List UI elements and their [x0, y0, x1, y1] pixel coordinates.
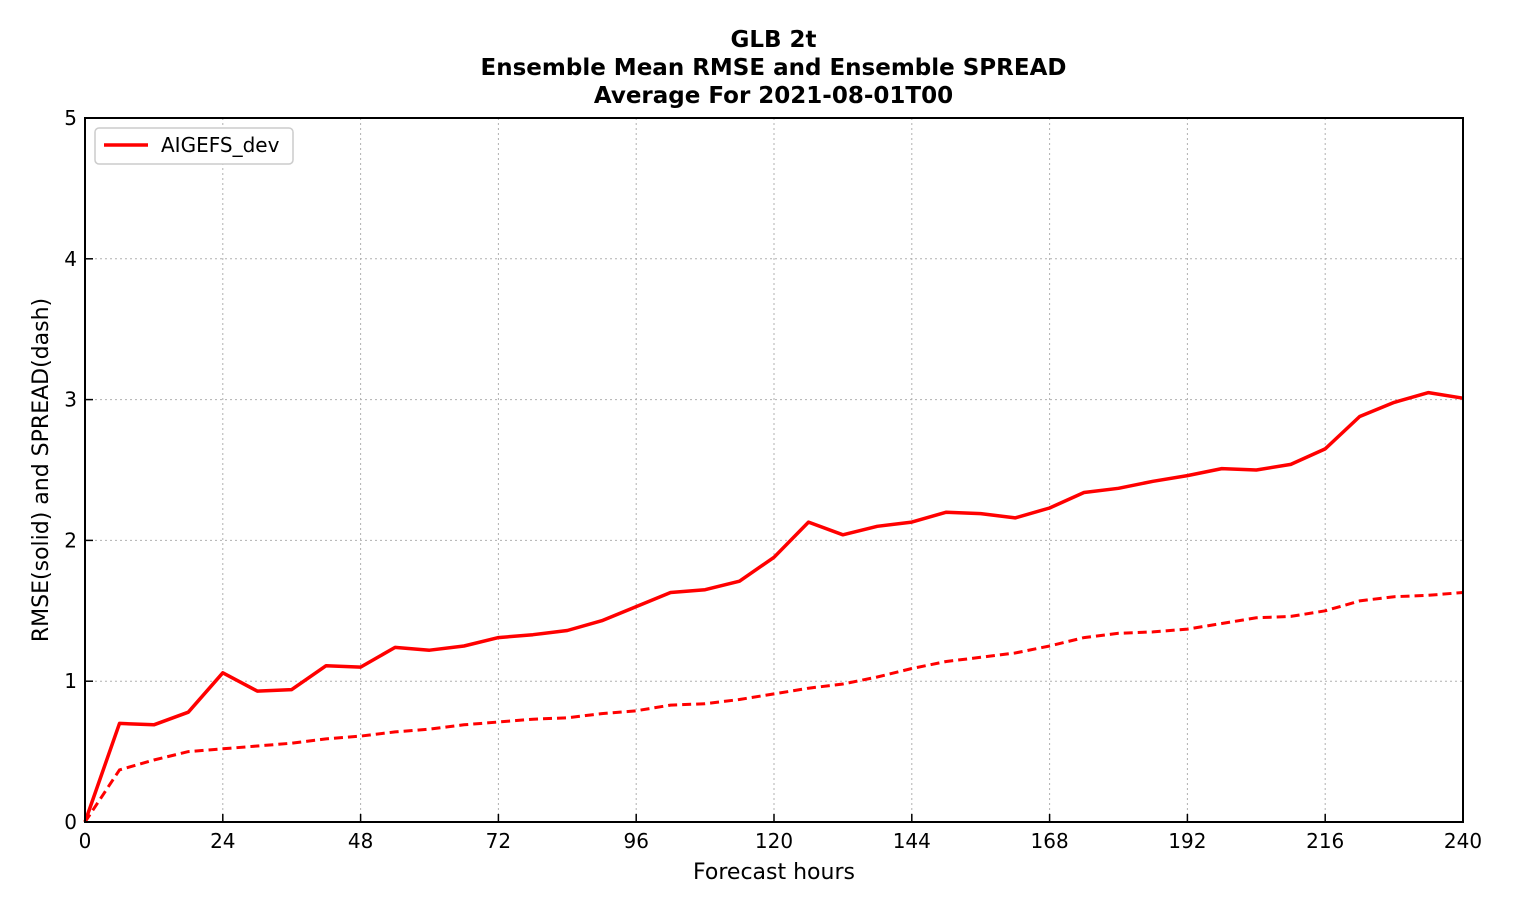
chart-title-line-3: Average For 2021-08-01T00 [593, 83, 954, 109]
x-axis-label: Forecast hours [693, 860, 855, 885]
legend-box [94, 127, 294, 165]
x-tick-label: 24 [210, 829, 235, 853]
x-tick-label: 240 [1444, 829, 1482, 853]
y-axis-label: RMSE(solid) and SPREAD(dash) [29, 298, 54, 642]
y-tick-label: 4 [64, 247, 77, 271]
x-tick-label: 48 [348, 829, 373, 853]
x-tick-label: 0 [79, 829, 92, 853]
y-tick-label: 1 [64, 669, 77, 693]
legend-label: AIGEFS_dev [161, 133, 280, 157]
legend: AIGEFS_dev [94, 127, 294, 165]
x-tick-label: 168 [1031, 829, 1069, 853]
x-tick-label: 72 [486, 829, 511, 853]
y-tick-label: 0 [64, 810, 77, 834]
x-tick-label: 120 [755, 829, 793, 853]
y-tick-label: 2 [64, 528, 77, 552]
spread-line [83, 591, 1464, 823]
chart-title-line-2: Ensemble Mean RMSE and Ensemble SPREAD [480, 55, 1067, 81]
grid [85, 118, 1463, 822]
y-tick-label: 5 [64, 106, 77, 130]
x-tick-label: 192 [1168, 829, 1206, 853]
rmse-line [83, 390, 1464, 823]
x-axis: 0 24 48 72 96 120 144 168 192 216 240 [79, 814, 1482, 853]
chart-title-line-1: GLB 2t [730, 27, 817, 53]
x-tick-label: 96 [623, 829, 648, 853]
chart-title: GLB 2t Ensemble Mean RMSE and Ensemble S… [0, 26, 1515, 110]
series-layer [83, 390, 1464, 823]
x-tick-label: 216 [1306, 829, 1344, 853]
y-axis: 0 1 2 3 4 5 [64, 106, 93, 834]
y-tick-label: 3 [64, 388, 77, 412]
x-tick-label: 144 [893, 829, 931, 853]
